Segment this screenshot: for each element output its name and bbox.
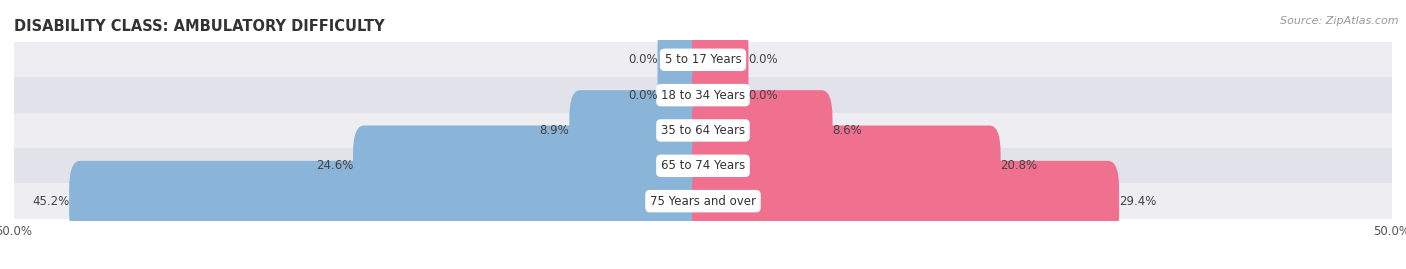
FancyBboxPatch shape <box>692 19 748 100</box>
Bar <box>14 77 1392 113</box>
FancyBboxPatch shape <box>353 126 714 206</box>
FancyBboxPatch shape <box>69 161 714 242</box>
Text: 24.6%: 24.6% <box>315 159 353 172</box>
Text: DISABILITY CLASS: AMBULATORY DIFFICULTY: DISABILITY CLASS: AMBULATORY DIFFICULTY <box>14 19 385 34</box>
Text: 8.6%: 8.6% <box>832 124 862 137</box>
Text: 45.2%: 45.2% <box>32 195 69 208</box>
Text: 8.9%: 8.9% <box>540 124 569 137</box>
Bar <box>14 148 1392 183</box>
Text: 29.4%: 29.4% <box>1119 195 1157 208</box>
FancyBboxPatch shape <box>658 55 714 135</box>
Text: Source: ZipAtlas.com: Source: ZipAtlas.com <box>1281 16 1399 26</box>
FancyBboxPatch shape <box>692 161 1119 242</box>
Text: 0.0%: 0.0% <box>628 89 658 102</box>
Text: 75 Years and over: 75 Years and over <box>650 195 756 208</box>
Text: 5 to 17 Years: 5 to 17 Years <box>665 53 741 66</box>
Text: 0.0%: 0.0% <box>748 53 778 66</box>
Text: 18 to 34 Years: 18 to 34 Years <box>661 89 745 102</box>
Text: 65 to 74 Years: 65 to 74 Years <box>661 159 745 172</box>
Bar <box>14 42 1392 77</box>
Text: 0.0%: 0.0% <box>748 89 778 102</box>
FancyBboxPatch shape <box>569 90 714 171</box>
FancyBboxPatch shape <box>658 19 714 100</box>
Text: 35 to 64 Years: 35 to 64 Years <box>661 124 745 137</box>
FancyBboxPatch shape <box>692 126 1001 206</box>
Text: 20.8%: 20.8% <box>1001 159 1038 172</box>
Legend: Male, Female: Male, Female <box>643 268 763 269</box>
FancyBboxPatch shape <box>692 90 832 171</box>
FancyBboxPatch shape <box>692 55 748 135</box>
Text: 0.0%: 0.0% <box>628 53 658 66</box>
Bar <box>14 183 1392 219</box>
Bar <box>14 113 1392 148</box>
